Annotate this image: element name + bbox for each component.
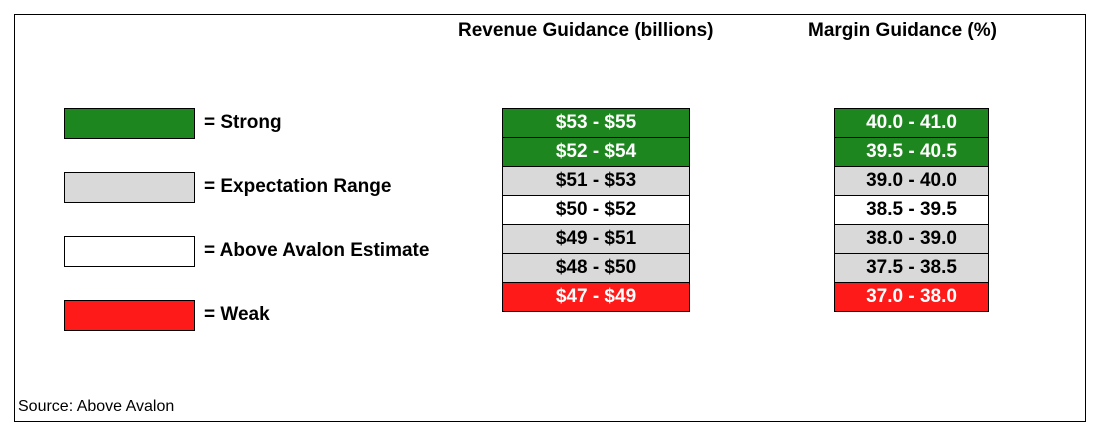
margin-guidance-table: 40.0 - 41.0 39.5 - 40.5 39.0 - 40.0 38.5… — [834, 108, 989, 312]
legend-swatch-expectation — [64, 172, 195, 203]
legend-label-weak: = Weak — [204, 304, 270, 325]
legend-swatch-weak — [64, 300, 195, 331]
revenue-guidance-header: Revenue Guidance (billions) — [458, 20, 714, 41]
revenue-cell: $52 - $54 — [502, 137, 690, 167]
margin-cell: 39.5 - 40.5 — [834, 137, 989, 167]
margin-cell: 38.0 - 39.0 — [834, 224, 989, 254]
margin-cell: 38.5 - 39.5 — [834, 195, 989, 225]
margin-cell: 37.5 - 38.5 — [834, 253, 989, 283]
revenue-cell: $53 - $55 — [502, 108, 690, 138]
legend-label-above-estimate: = Above Avalon Estimate — [204, 240, 430, 261]
revenue-cell: $48 - $50 — [502, 253, 690, 283]
revenue-cell: $47 - $49 — [502, 282, 690, 312]
legend-label-strong: = Strong — [204, 112, 282, 133]
legend-swatch-above-estimate — [64, 236, 195, 267]
margin-cell: 39.0 - 40.0 — [834, 166, 989, 196]
legend-swatch-strong — [64, 108, 195, 139]
source-note: Source: Above Avalon — [18, 398, 175, 415]
margin-guidance-header: Margin Guidance (%) — [808, 20, 997, 41]
margin-cell: 37.0 - 38.0 — [834, 282, 989, 312]
revenue-guidance-table: $53 - $55 $52 - $54 $51 - $53 $50 - $52 … — [502, 108, 690, 312]
margin-cell: 40.0 - 41.0 — [834, 108, 989, 138]
figure-frame — [14, 14, 1086, 422]
revenue-cell: $51 - $53 — [502, 166, 690, 196]
legend-label-expectation: = Expectation Range — [204, 176, 392, 197]
revenue-cell: $49 - $51 — [502, 224, 690, 254]
revenue-cell: $50 - $52 — [502, 195, 690, 225]
